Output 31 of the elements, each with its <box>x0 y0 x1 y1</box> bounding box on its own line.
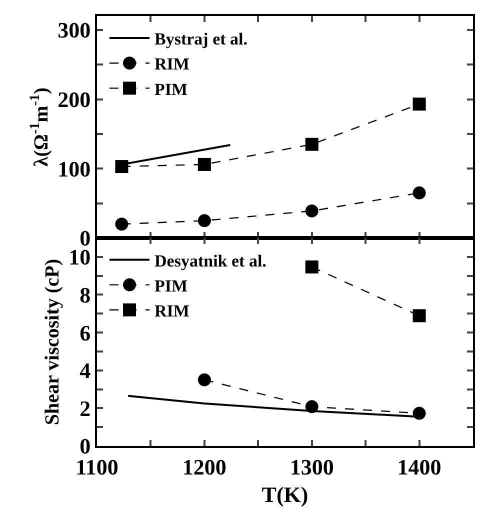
point <box>412 406 426 420</box>
point <box>198 214 211 228</box>
point <box>198 158 211 171</box>
point <box>115 160 128 174</box>
legend-label: Bystraj et al. <box>154 30 248 49</box>
point <box>115 218 128 231</box>
point <box>412 309 426 322</box>
y-tick-label: 300 <box>58 18 91 43</box>
y-axis-title: Shear viscosity (cP) <box>42 258 64 426</box>
legend-label: RIM <box>154 302 190 321</box>
y-tick-label: 6 <box>80 320 91 346</box>
y-tick-label: 100 <box>58 156 91 182</box>
point <box>412 98 426 111</box>
point <box>305 138 318 151</box>
point <box>305 260 318 274</box>
point <box>198 373 211 386</box>
y-tick-label: 2 <box>80 396 91 421</box>
legend-label: PIM <box>154 80 188 99</box>
legend-label: PIM <box>154 276 188 296</box>
x-axis-title: T(K) <box>262 482 308 507</box>
point <box>305 400 318 414</box>
legend-label: RIM <box>154 54 190 74</box>
x-tick-label: 1400 <box>397 454 442 480</box>
y-tick-label: 4 <box>80 358 91 384</box>
point <box>412 186 426 200</box>
x-tick-label: 1200 <box>182 454 226 480</box>
x-tick-label: 1300 <box>290 454 334 480</box>
y-tick-label: 8 <box>80 282 91 308</box>
point <box>305 204 318 218</box>
legend-label: Desyatnik et al. <box>154 251 266 270</box>
y-tick-label: 200 <box>58 86 91 112</box>
